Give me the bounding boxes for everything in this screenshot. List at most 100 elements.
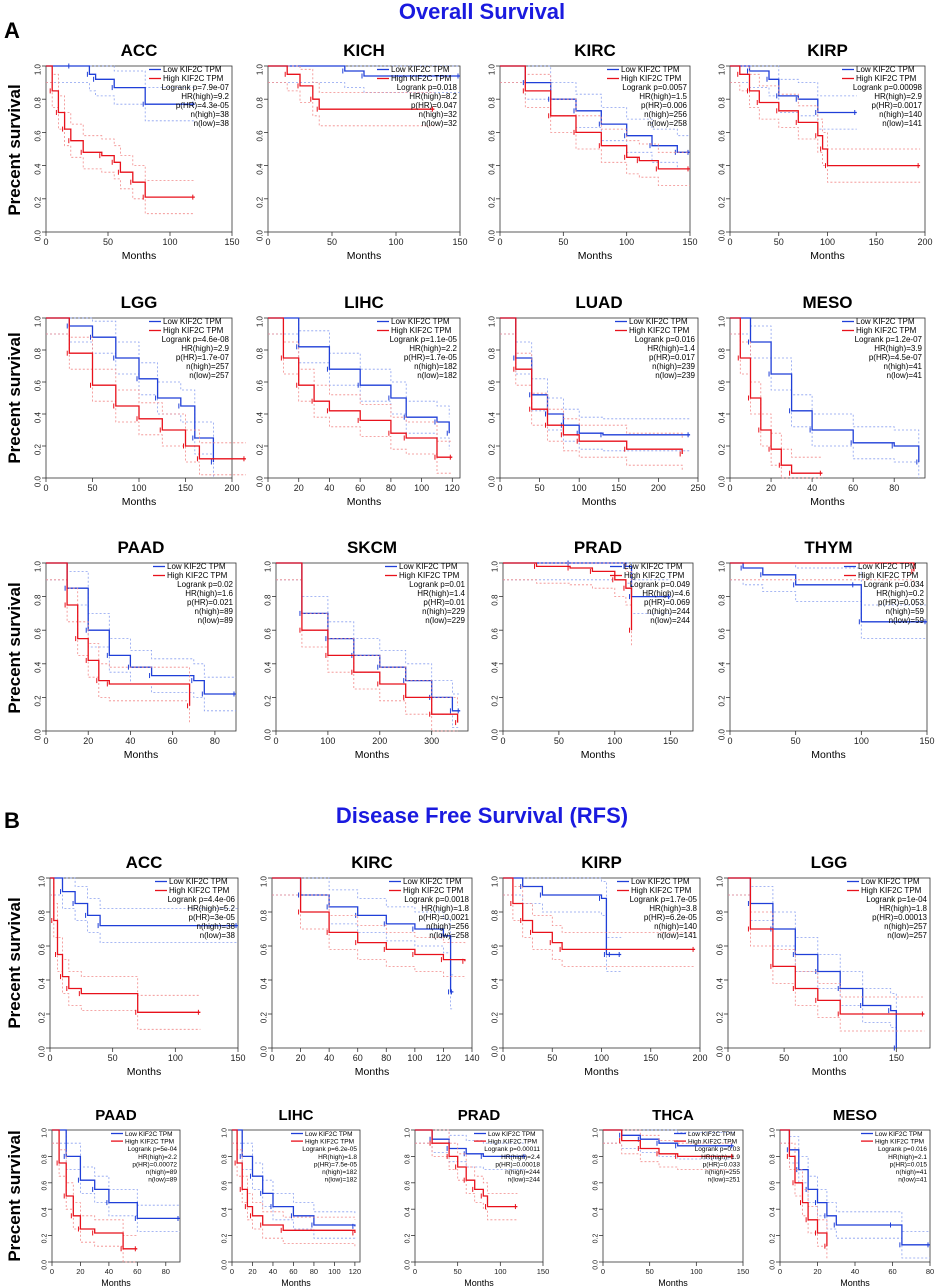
x-tick-label: 50 bbox=[554, 736, 564, 746]
legend-label-high: High KIF2C TPM bbox=[399, 571, 460, 580]
survival-curve-low bbox=[730, 562, 927, 623]
stat-text: HR(high)=5.2 bbox=[187, 904, 235, 913]
y-tick-label: 1.0 bbox=[260, 875, 269, 887]
x-axis-label: Months bbox=[347, 250, 381, 262]
y-tick-label: 0.0 bbox=[491, 728, 500, 740]
legend-label-low: Low KIF2C TPM bbox=[688, 1131, 736, 1138]
y-tick-label: 0.6 bbox=[718, 379, 727, 391]
chart-grid: Precent survival Precent survival Precent … bbox=[5, 41, 935, 1288]
stat-text: n(high)=182 bbox=[322, 1169, 357, 1176]
x-tick-label: 150 bbox=[889, 1053, 904, 1063]
survival-curve-low bbox=[272, 877, 454, 993]
legend-label-low: Low KIF2C TPM bbox=[403, 877, 462, 886]
chart-title: PRAD bbox=[458, 1107, 501, 1124]
x-tick-label: 150 bbox=[224, 237, 239, 247]
ci-upper-high bbox=[500, 317, 683, 438]
y-tick-label: 0.8 bbox=[256, 347, 265, 359]
stat-text: HR(high)=2.2 bbox=[409, 344, 457, 353]
x-tick-label: 50 bbox=[547, 1053, 557, 1063]
chart-dfs-lihc: LIHC 0.0 0.2 0.4 0.6 0.8 1.0 0 20 40 60 80 100 120 Mon… bbox=[222, 1107, 362, 1288]
legend-label-high: High KIF2C TPM bbox=[624, 571, 685, 580]
chart-title: PRAD bbox=[574, 538, 622, 557]
stat-text: HR(high)=1.8 bbox=[318, 1154, 357, 1161]
stat-text: p(HR)=0.00013 bbox=[872, 913, 927, 922]
stat-text: p(HR)=4.3e-05 bbox=[176, 101, 230, 110]
y-tick-label: 0.0 bbox=[260, 1045, 269, 1057]
survival-curve-low bbox=[728, 877, 897, 1048]
stat-text: Logrank p=5e-04 bbox=[128, 1146, 178, 1153]
x-tick-label: 20 bbox=[813, 1267, 821, 1276]
survival-curve-low bbox=[730, 317, 920, 462]
legend-label-low: Low KIF2C TPM bbox=[621, 65, 680, 74]
legend-label-high: High KIF2C TPM bbox=[856, 326, 917, 335]
x-tick-label: 80 bbox=[310, 1267, 318, 1276]
y-tick-label: 0.2 bbox=[38, 1011, 47, 1023]
ci-upper-high bbox=[272, 877, 466, 945]
y-tick-label: 0.6 bbox=[770, 1181, 777, 1191]
legend-label-low: Low KIF2C TPM bbox=[875, 1131, 923, 1138]
x-tick-label: 100 bbox=[820, 237, 835, 247]
stat-text: n(high)=140 bbox=[879, 110, 922, 119]
x-tick-label: 140 bbox=[464, 1053, 479, 1063]
ci-upper-low bbox=[500, 65, 690, 137]
chart-dfs-kirc: KIRC 0.0 0.2 0.4 0.6 0.8 1.0 0 20 40 60 80 100 120 140… bbox=[260, 853, 480, 1078]
stat-text: Logrank p=0.049 bbox=[630, 580, 691, 589]
y-tick-label: 0.2 bbox=[718, 443, 727, 455]
ci-upper-low bbox=[46, 562, 236, 678]
stat-text: p(HR)=1.7e-07 bbox=[176, 353, 230, 362]
legend-label-high: High KIF2C TPM bbox=[621, 74, 682, 83]
y-tick-label: 0.6 bbox=[38, 943, 47, 955]
y-tick-label: 0.4 bbox=[264, 661, 273, 673]
stat-text: n(low)=229 bbox=[425, 616, 465, 625]
y-tick-label: 0.6 bbox=[716, 943, 725, 955]
plot-frame bbox=[499, 65, 691, 233]
survival-curve-high bbox=[50, 877, 201, 1013]
stat-text: p(HR)=0.069 bbox=[644, 598, 691, 607]
stat-text: n(low)=182 bbox=[325, 1177, 358, 1184]
y-tick-label: 1.0 bbox=[718, 63, 727, 75]
legend-label-low: Low KIF2C TPM bbox=[861, 877, 920, 886]
y-tick-label: 0.0 bbox=[716, 1045, 725, 1057]
y-tick-label: 0.6 bbox=[491, 943, 500, 955]
stat-text: n(high)=244 bbox=[647, 607, 690, 616]
y-tick-label: 0.0 bbox=[42, 1260, 49, 1270]
x-tick-label: 20 bbox=[294, 483, 304, 493]
chart-title: LGG bbox=[121, 293, 158, 312]
stat-text: n(low)=257 bbox=[887, 931, 927, 940]
chart-dfs-meso: MESO 0.0 0.2 0.4 0.6 0.8 1.0 0 20 40 60 80 Months Low… bbox=[770, 1107, 935, 1288]
x-axis-label: Months bbox=[584, 1066, 618, 1078]
ci-lower-low bbox=[272, 894, 454, 1010]
x-tick-label: 150 bbox=[663, 736, 678, 746]
stat-text: p(HR)=3e-05 bbox=[189, 913, 236, 922]
stat-text: HR(high)=1.4 bbox=[417, 589, 465, 598]
stat-text: HR(high)=2.1 bbox=[888, 1154, 927, 1161]
legend-label-high: High KIF2C TPM bbox=[688, 1139, 737, 1146]
plot-frame bbox=[51, 1129, 181, 1263]
x-tick-label: 60 bbox=[848, 483, 858, 493]
chart-title: THYM bbox=[804, 538, 852, 557]
stat-text: p(HR)=0.047 bbox=[411, 101, 458, 110]
legend-label-high: High KIF2C TPM bbox=[858, 571, 919, 580]
ci-upper-low bbox=[603, 1129, 734, 1133]
survival-curve-low bbox=[268, 65, 460, 77]
y-tick-label: 1.0 bbox=[264, 560, 273, 572]
y-tick-label: 0.4 bbox=[405, 1207, 412, 1217]
y-tick-label: 0.8 bbox=[264, 594, 273, 606]
disease-free-survival-title: Disease Free Survival (RFS) bbox=[336, 803, 628, 828]
x-tick-label: 0 bbox=[269, 1053, 274, 1063]
stat-text: n(low)=89 bbox=[198, 616, 234, 625]
y-tick-label: 0.0 bbox=[718, 475, 727, 487]
x-tick-label: 0 bbox=[497, 237, 502, 247]
survival-curve-low bbox=[780, 1129, 930, 1246]
x-tick-label: 100 bbox=[328, 1267, 341, 1276]
stat-text: HR(high)=1.5 bbox=[639, 92, 687, 101]
y-tick-label: 0.0 bbox=[488, 229, 497, 241]
y-tick-label: 0.6 bbox=[491, 628, 500, 640]
y-tick-label: 1.0 bbox=[491, 875, 500, 887]
stat-text: n(high)=32 bbox=[419, 110, 458, 119]
stat-text: n(high)=239 bbox=[652, 362, 695, 371]
x-tick-label: 50 bbox=[87, 483, 97, 493]
plot-frame bbox=[45, 562, 237, 732]
x-axis-label: Months bbox=[127, 1066, 161, 1078]
ci-lower-high bbox=[276, 579, 458, 732]
